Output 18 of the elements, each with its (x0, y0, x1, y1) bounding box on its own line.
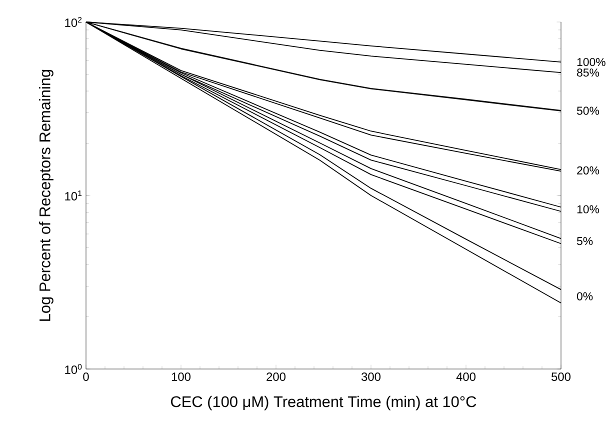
y-tick-label: 10$^{0}$ (65, 364, 82, 374)
y-tick-label: 10$^{2}$ (65, 16, 82, 27)
text: 5% (576, 237, 593, 246)
x-tick-label: 0 (83, 372, 89, 381)
text: 0% (576, 292, 593, 300)
text: 100% (577, 58, 606, 66)
x-axis-title: CEC (100 μM) Treatment Time (min) at 10°C (171, 396, 476, 410)
x-tick-label: 100 (172, 372, 191, 381)
text: 20% (577, 166, 600, 174)
x-tick-label: 500 (552, 372, 571, 381)
y-axis-title: Log Percent of Receptors Remaining (39, 70, 54, 321)
text: 10% (577, 205, 600, 214)
text: 50% (576, 106, 600, 115)
y-tick-label: 10$^{1}$ (65, 190, 82, 200)
x-tick-label: 300 (361, 372, 381, 381)
x-tick-label: 400 (456, 372, 476, 381)
text: 85% (577, 68, 600, 77)
x-tick-label: 200 (266, 372, 286, 381)
